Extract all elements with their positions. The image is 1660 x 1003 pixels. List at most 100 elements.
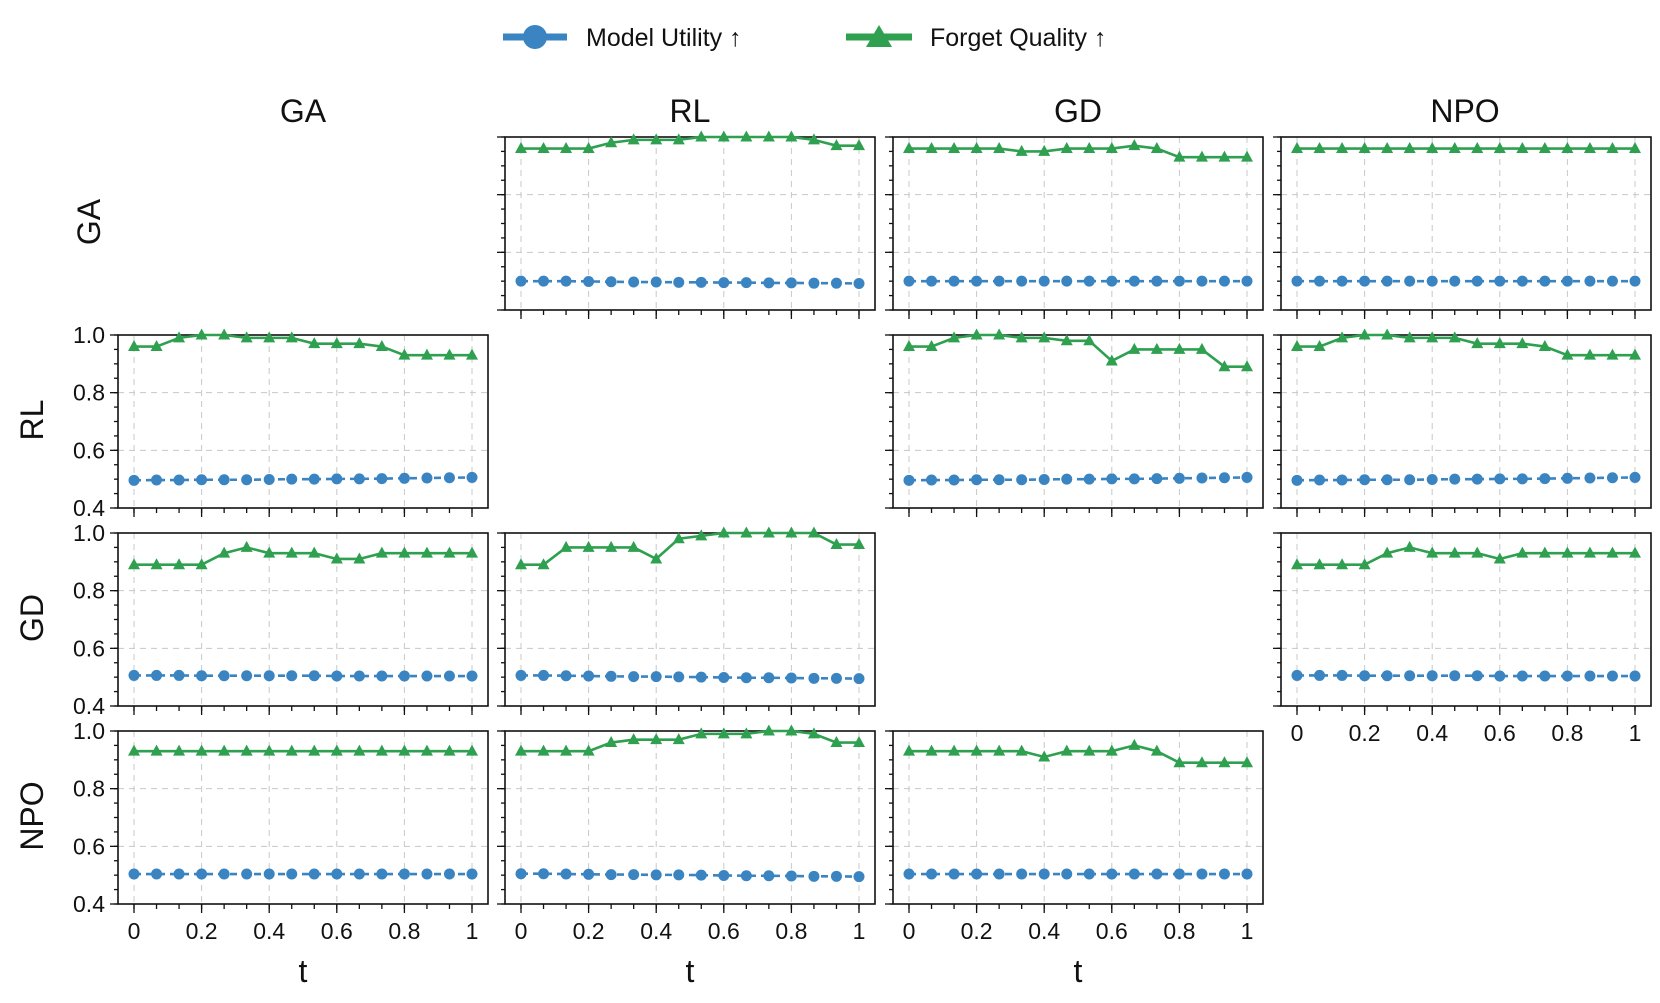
forget-quality-point bbox=[762, 526, 775, 538]
x-tick-label: 0.4 bbox=[640, 918, 672, 944]
model-utility-point bbox=[218, 474, 230, 486]
column-title-npo: NPO bbox=[1430, 93, 1499, 129]
forget-quality-point bbox=[1195, 342, 1208, 354]
model-utility-point bbox=[376, 473, 388, 485]
forget-quality-point bbox=[762, 130, 775, 142]
forget-quality-point bbox=[560, 744, 573, 756]
forget-quality-point bbox=[1561, 546, 1574, 558]
forget-quality-point bbox=[807, 133, 820, 145]
forget-quality-point bbox=[1538, 546, 1551, 558]
model-utility-point bbox=[1218, 275, 1230, 287]
panel-frame bbox=[504, 136, 876, 311]
forget-quality-point bbox=[1241, 756, 1253, 768]
x-axis-label-rl: t bbox=[686, 953, 695, 989]
model-utility-point bbox=[1629, 275, 1641, 287]
x-tick-label: 0 bbox=[903, 918, 916, 944]
panel-ga-gd bbox=[885, 136, 1264, 319]
y-tick-label: 1.0 bbox=[73, 322, 105, 348]
model-utility-point bbox=[376, 868, 388, 880]
forget-quality-point bbox=[1291, 340, 1303, 352]
x-axis-label-gd: t bbox=[1074, 953, 1083, 989]
forget-quality-point bbox=[1336, 331, 1349, 343]
forget-quality-point bbox=[466, 546, 478, 558]
forget-quality-point bbox=[948, 331, 961, 343]
model-utility-point bbox=[1426, 473, 1438, 485]
model-utility-point bbox=[1561, 275, 1573, 287]
x-tick-label: 1 bbox=[1629, 720, 1642, 746]
model-utility-point bbox=[971, 474, 983, 486]
x-tick-label: 0.8 bbox=[775, 918, 807, 944]
forget-quality-point bbox=[1448, 546, 1461, 558]
forget-quality-point bbox=[1291, 558, 1303, 570]
model-utility-point bbox=[1494, 275, 1506, 287]
model-utility-point bbox=[196, 474, 208, 486]
panel-rl-gd bbox=[885, 328, 1264, 517]
forget-quality-point bbox=[695, 529, 708, 541]
forget-quality-point bbox=[1015, 331, 1028, 343]
model-utility-point bbox=[173, 868, 185, 880]
x-tick-label: 0.6 bbox=[321, 918, 353, 944]
model-utility-point bbox=[1561, 670, 1573, 682]
panel-frame bbox=[892, 136, 1264, 311]
forget-quality-line bbox=[134, 333, 472, 357]
row-label-rl: RL bbox=[14, 400, 50, 441]
model-utility-point bbox=[1038, 473, 1050, 485]
forget-quality-point bbox=[1561, 142, 1574, 154]
model-utility-point bbox=[466, 670, 478, 682]
model-utility-point bbox=[853, 871, 865, 883]
forget-quality-point bbox=[1015, 744, 1028, 756]
forget-quality-point bbox=[807, 727, 820, 739]
model-utility-point bbox=[830, 672, 842, 684]
panel-frame bbox=[117, 532, 489, 707]
model-utility-point bbox=[560, 275, 572, 287]
model-utility-point bbox=[628, 276, 640, 288]
forget-quality-point bbox=[128, 558, 140, 570]
model-utility-point bbox=[1151, 275, 1163, 287]
forget-quality-point bbox=[1403, 331, 1416, 343]
forget-quality-point bbox=[1038, 750, 1051, 762]
model-utility-point bbox=[241, 868, 253, 880]
forget-quality-point bbox=[173, 744, 186, 756]
model-utility-point bbox=[785, 277, 797, 289]
forget-quality-point bbox=[1313, 142, 1326, 154]
model-utility-point bbox=[308, 473, 320, 485]
forget-quality-point bbox=[1493, 337, 1506, 349]
forget-quality-point bbox=[560, 540, 573, 552]
x-tick-label: 1 bbox=[466, 918, 479, 944]
forget-quality-point bbox=[650, 133, 663, 145]
model-utility-point bbox=[1359, 275, 1371, 287]
model-utility-point bbox=[1314, 275, 1326, 287]
forget-quality-point bbox=[1583, 348, 1596, 360]
model-utility-point bbox=[628, 869, 640, 881]
forget-quality-point bbox=[903, 142, 915, 154]
forget-quality-point bbox=[695, 727, 708, 739]
forget-quality-point bbox=[150, 744, 163, 756]
model-utility-point bbox=[538, 669, 550, 681]
forget-quality-point bbox=[195, 328, 208, 340]
forget-quality-point bbox=[1381, 546, 1394, 558]
model-utility-point bbox=[1629, 670, 1641, 682]
model-utility-point bbox=[560, 670, 572, 682]
forget-quality-point bbox=[970, 744, 983, 756]
forget-quality-point bbox=[1150, 342, 1163, 354]
forget-quality-point bbox=[1358, 558, 1371, 570]
forget-quality-point bbox=[218, 328, 231, 340]
model-utility-point bbox=[605, 670, 617, 682]
model-utility-point bbox=[443, 868, 455, 880]
forget-quality-point bbox=[717, 727, 730, 739]
model-utility-point bbox=[1038, 275, 1050, 287]
forget-quality-point bbox=[375, 546, 388, 558]
forget-quality-point bbox=[1629, 142, 1641, 154]
forget-quality-point bbox=[785, 724, 798, 736]
forget-quality-point bbox=[717, 526, 730, 538]
panel-ga-rl bbox=[497, 130, 876, 319]
model-utility-point bbox=[1629, 471, 1641, 483]
forget-quality-point bbox=[398, 546, 411, 558]
model-utility-point bbox=[241, 474, 253, 486]
panel-npo-ga: 0.4 0.6 0.8 1.0 0 0.2 0.4 0.6 0.8 1 bbox=[73, 718, 489, 944]
model-utility-point bbox=[1106, 275, 1118, 287]
forget-quality-point bbox=[1403, 142, 1416, 154]
model-utility-point bbox=[173, 669, 185, 681]
model-utility-point bbox=[740, 870, 752, 882]
forget-quality-point bbox=[1038, 144, 1051, 156]
